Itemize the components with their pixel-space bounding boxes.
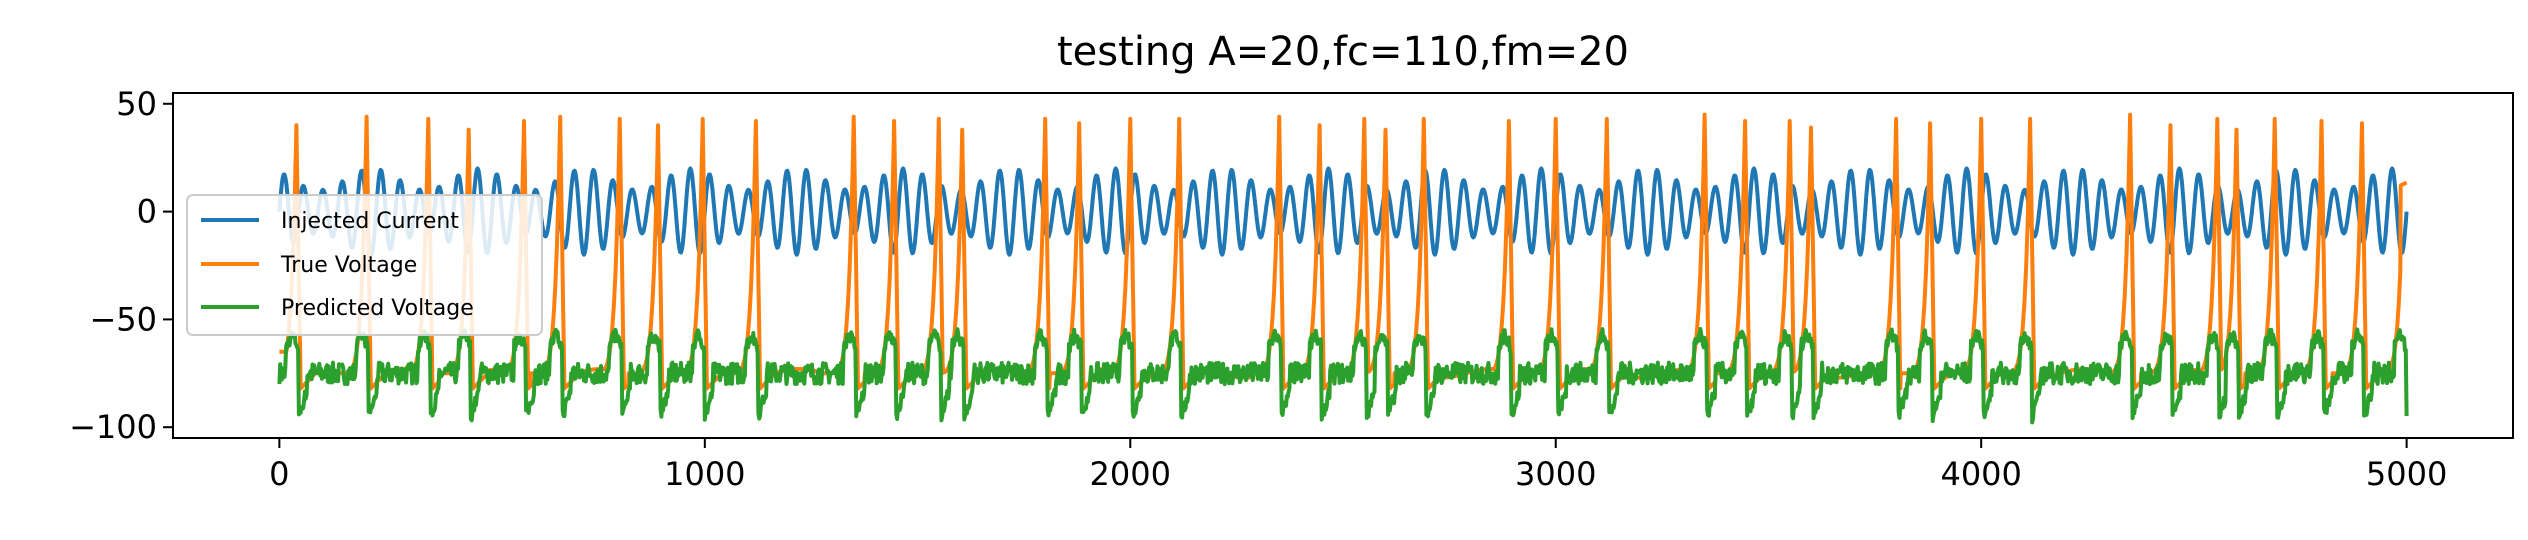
- x-tick-label: 1000: [664, 455, 745, 493]
- chart-title: testing A=20,fc=110,fm=20: [1057, 29, 1629, 75]
- series-line-predicted-voltage: [277, 327, 2409, 425]
- x-axis: 0 1000 2000 3000 4000 5000: [269, 438, 2447, 493]
- x-tick-label: 2000: [1090, 455, 1171, 493]
- x-tick-label: 0: [269, 455, 289, 493]
- y-tick-label: 0: [137, 193, 157, 231]
- legend-label-predicted-voltage: Predicted Voltage: [281, 296, 474, 321]
- series-layer: [277, 112, 2409, 425]
- legend-frame: [186, 194, 543, 336]
- legend-label-true-voltage: True Voltage: [280, 253, 417, 278]
- y-tick-label: 50: [116, 85, 157, 123]
- x-tick-label: 3000: [1515, 455, 1596, 493]
- legend-label-injected-current: Injected Current: [281, 209, 459, 234]
- legend: Injected Current True Voltage Predicted …: [186, 194, 543, 336]
- plot-frame: [172, 92, 2514, 439]
- y-axis: 50 0 −50 −100: [69, 85, 173, 446]
- y-tick-label: −100: [69, 408, 157, 446]
- x-tick-label: 5000: [2366, 455, 2447, 493]
- x-tick-label: 4000: [1940, 455, 2021, 493]
- series-line-true-voltage: [277, 112, 2409, 391]
- series-line-injected-current: [277, 166, 2409, 257]
- y-tick-label: −50: [89, 300, 157, 338]
